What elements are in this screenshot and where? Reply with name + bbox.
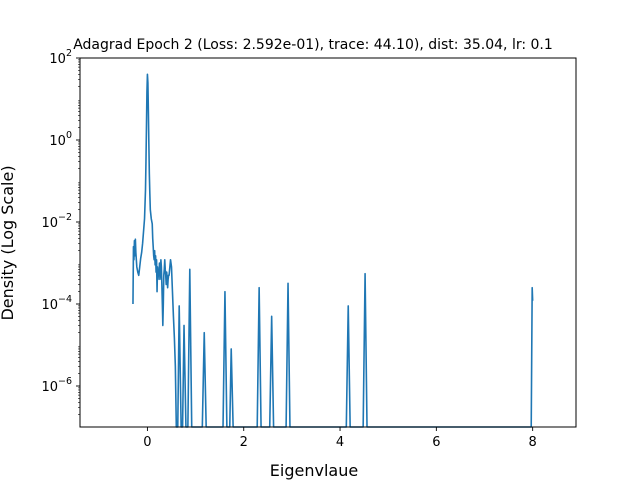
y-tick-base: 10 [41, 216, 58, 231]
x-tick-label: 0 [143, 435, 151, 450]
x-axis-label: Eigenvlaue [270, 461, 358, 480]
y-tick-exponent: 2 [66, 48, 72, 59]
y-tick-label: 102 [49, 48, 72, 67]
y-axis-label: Density (Log Scale) [0, 165, 17, 320]
y-tick-label: 100 [49, 130, 72, 149]
chart-title: Adagrad Epoch 2 (Loss: 2.592e-01), trace… [73, 37, 553, 53]
y-tick-exponent: −6 [58, 376, 72, 387]
series-line [132, 73, 534, 428]
y-tick-exponent: 0 [66, 130, 72, 141]
x-axis-ticks: 0 2 4 6 8 [143, 427, 537, 450]
y-tick-exponent: −2 [58, 212, 72, 223]
y-tick-base: 10 [49, 52, 66, 67]
y-tick-label: 10−4 [41, 294, 72, 313]
x-tick-label: 2 [240, 435, 248, 450]
y-tick-label: 10−2 [41, 212, 72, 231]
y-minor-ticks [78, 59, 80, 415]
y-tick-exponent: −4 [58, 294, 72, 305]
x-tick-label: 8 [529, 435, 537, 450]
x-tick-label: 4 [336, 435, 344, 450]
x-tick-label: 6 [432, 435, 440, 450]
y-tick-base: 10 [41, 298, 58, 313]
y-tick-base: 10 [41, 380, 58, 395]
y-tick-base: 10 [49, 134, 66, 149]
plot-frame [79, 57, 577, 428]
y-tick-label: 10−6 [41, 376, 72, 395]
